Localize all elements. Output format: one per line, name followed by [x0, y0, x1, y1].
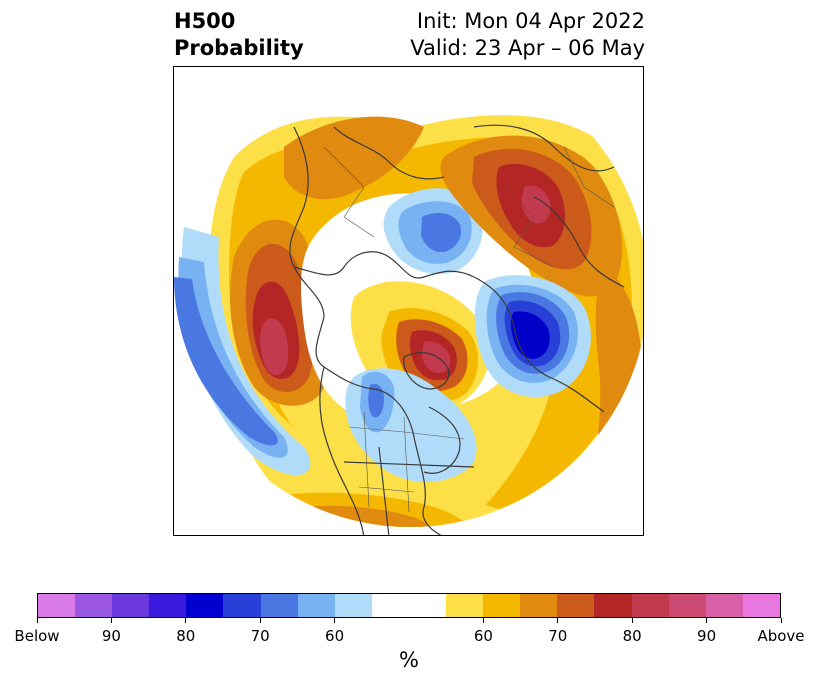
colorbar-tick	[780, 618, 782, 623]
colorbar-tick-label: 80	[622, 627, 642, 645]
colorbar-segment	[186, 594, 224, 617]
colorbar-tick-label: 60	[473, 627, 493, 645]
valid-date-label: Valid: 23 Apr – 06 May	[410, 36, 645, 60]
colorbar-tick	[334, 618, 336, 623]
colorbar-segment	[520, 594, 558, 617]
chart-title: H500 Probability	[174, 8, 304, 62]
coastlines	[289, 124, 625, 535]
below-blob-namerica-70	[368, 383, 384, 418]
colorbar-tick-label: 80	[176, 627, 196, 645]
colorbar-tick-label: 90	[697, 627, 717, 645]
colorbar-tick-label: 60	[325, 627, 345, 645]
init-date-label: Init: Mon 04 Apr 2022	[416, 9, 645, 33]
colorbar-tick	[110, 618, 112, 623]
below-arc-left-mid	[178, 257, 288, 458]
colorbar-segment	[483, 594, 521, 617]
colorbar-tick	[36, 618, 38, 623]
colorbar-segment	[75, 594, 113, 617]
colorbar-segment	[38, 594, 76, 617]
colorbar	[37, 593, 781, 618]
colorbar-tick-label: Above	[757, 627, 805, 645]
colorbar-segment	[705, 594, 743, 617]
below-blob-siberia-70	[421, 213, 462, 253]
colorbar-segment	[371, 594, 409, 617]
colorbar-segment	[408, 594, 447, 617]
colorbar-tick-label: Below	[14, 627, 60, 645]
colorbar-segment	[631, 594, 669, 617]
above-band-south-70	[304, 505, 436, 527]
political-borders	[323, 146, 615, 513]
title-variable: H500	[174, 9, 236, 33]
above-blob-pacific-85	[260, 318, 289, 376]
colorbar-segment	[446, 594, 484, 617]
colorbar-segment	[149, 594, 187, 617]
colorbar-tick	[259, 618, 261, 623]
colorbar-segment	[594, 594, 632, 617]
above-blob-arctic-85	[422, 341, 451, 373]
title-quantity: Probability	[174, 36, 304, 60]
colorbar-tick-label: 70	[250, 627, 270, 645]
colorbar-segment	[297, 594, 335, 617]
polar-map-svg	[174, 115, 643, 535]
below-arc-left	[181, 227, 311, 476]
colorbar-segment	[334, 594, 372, 617]
above-blob-north	[284, 116, 424, 200]
colorbar-tick-label: 90	[101, 627, 121, 645]
colorbar-segment	[112, 594, 150, 617]
colorbar-tick	[185, 618, 187, 623]
colorbar-segment	[557, 594, 595, 617]
colorbar-tick-label: 70	[548, 627, 568, 645]
colorbar-tick	[706, 618, 708, 623]
probability-map	[173, 66, 644, 536]
colorbar-tick	[631, 618, 633, 623]
below-arc-left-core	[174, 277, 278, 446]
colorbar-tick	[557, 618, 559, 623]
probability-fields	[174, 115, 643, 527]
above-blob-eurasia-85	[521, 185, 551, 224]
colorbar-segment	[742, 594, 780, 617]
colorbar-tick	[482, 618, 484, 623]
colorbar-segment	[223, 594, 261, 617]
forecast-dates: Init: Mon 04 Apr 2022 Valid: 23 Apr – 06…	[300, 8, 645, 62]
colorbar-units-label: %	[399, 648, 419, 672]
colorbar-segment	[668, 594, 706, 617]
colorbar-segment	[260, 594, 298, 617]
